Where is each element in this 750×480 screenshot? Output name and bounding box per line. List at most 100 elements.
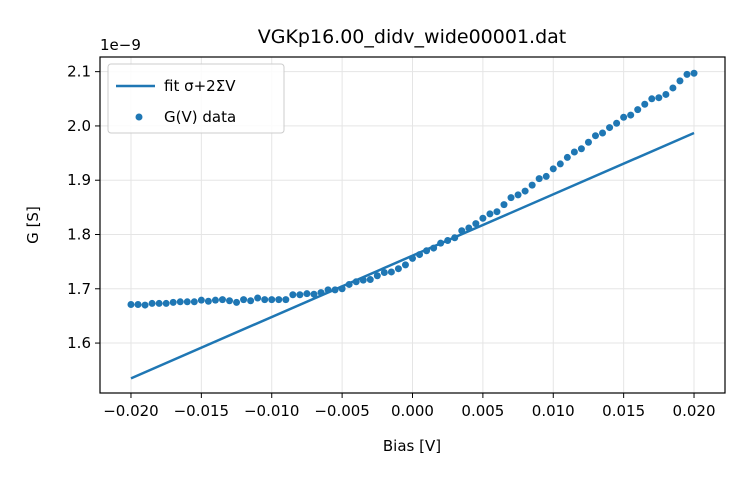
data-point: [662, 90, 670, 98]
y-tick-label: 2.1: [67, 63, 91, 81]
data-point: [465, 224, 473, 232]
data-point: [134, 301, 142, 309]
x-tick-label: 0.000: [391, 402, 434, 420]
data-point: [218, 296, 226, 304]
data-point: [162, 299, 170, 307]
data-point: [331, 286, 339, 294]
data-point: [500, 201, 508, 209]
legend-fit-label: fit σ+2ΣV: [164, 77, 236, 95]
data-point: [317, 289, 325, 297]
x-tick-label: −0.005: [314, 402, 370, 420]
legend-box: [107, 63, 285, 134]
x-tick-label: 0.020: [673, 402, 716, 420]
data-point: [190, 298, 198, 306]
y-tick-label: 1.8: [67, 225, 91, 243]
y-axis-ticks: 1.6 1.7 1.8 1.9 2.0 2.1: [67, 63, 100, 352]
data-point: [599, 129, 607, 137]
data-point: [338, 285, 346, 293]
data-point: [627, 111, 635, 119]
data-point: [345, 280, 353, 288]
data-point: [613, 119, 621, 127]
data-point: [570, 148, 578, 156]
data-point: [507, 194, 515, 202]
data-point: [669, 84, 677, 92]
data-point: [268, 296, 276, 304]
data-point: [683, 70, 691, 78]
data-point: [556, 160, 564, 168]
data-point: [176, 298, 184, 306]
data-point: [169, 298, 177, 306]
data-point: [254, 294, 262, 302]
data-point: [366, 276, 374, 284]
x-tick-label: 0.015: [602, 402, 645, 420]
x-tick-label: −0.015: [174, 402, 230, 420]
data-point: [183, 298, 191, 306]
data-point: [655, 94, 663, 102]
data-point: [676, 77, 684, 85]
data-point: [289, 291, 297, 299]
x-tick-label: 0.005: [461, 402, 504, 420]
data-point: [451, 234, 459, 242]
data-point: [416, 251, 424, 259]
data-point: [352, 278, 360, 286]
data-point: [261, 296, 269, 304]
data-point: [641, 100, 649, 108]
data-point: [444, 236, 452, 244]
data-point: [563, 153, 571, 161]
x-axis-ticks: −0.020 −0.015 −0.010 −0.005 0.000 0.005 0.010 0…: [103, 393, 716, 420]
data-point: [409, 254, 416, 262]
data-point: [211, 296, 219, 304]
data-point: [486, 210, 494, 218]
data-point: [493, 208, 501, 216]
data-point: [387, 268, 395, 276]
x-tick-label: −0.010: [244, 402, 300, 420]
data-point: [514, 191, 522, 199]
data-point: [606, 124, 614, 132]
data-point: [634, 106, 642, 114]
y-offset-label: 1e−9: [100, 36, 141, 54]
data-point: [620, 113, 628, 121]
data-point: [310, 290, 318, 298]
data-point: [648, 95, 656, 103]
data-point: [591, 132, 599, 140]
data-point: [148, 299, 156, 307]
y-tick-label: 1.6: [67, 334, 91, 352]
data-points-layer: [127, 69, 698, 309]
data-point: [584, 138, 592, 146]
data-point: [127, 301, 135, 309]
data-point: [549, 165, 557, 173]
chart-title: VGKp16.00_didv_wide00001.dat: [258, 26, 566, 48]
data-point: [542, 172, 550, 180]
data-point: [303, 290, 311, 298]
data-point: [577, 145, 585, 153]
y-tick-label: 1.9: [67, 171, 91, 189]
legend: fit σ+2ΣV G(V) data: [107, 63, 285, 134]
y-axis-label: G [S]: [24, 206, 42, 244]
data-point: [521, 187, 529, 195]
data-point: [380, 268, 388, 276]
data-point: [394, 265, 402, 273]
data-point: [197, 296, 205, 304]
data-point: [690, 69, 698, 77]
data-point: [296, 291, 304, 299]
data-point: [528, 181, 536, 189]
x-tick-label: 0.010: [532, 402, 575, 420]
data-point: [401, 261, 409, 269]
y-tick-label: 1.7: [67, 280, 91, 298]
legend-data-swatch: [135, 113, 143, 121]
data-point: [324, 286, 332, 294]
data-point: [233, 298, 241, 306]
data-point: [275, 296, 283, 304]
data-point: [430, 244, 438, 252]
data-point: [373, 272, 381, 280]
x-tick-label: −0.020: [103, 402, 159, 420]
data-point: [479, 214, 487, 222]
data-point: [458, 227, 466, 235]
legend-data-label: G(V) data: [164, 108, 236, 126]
data-point: [359, 276, 367, 284]
data-point: [240, 296, 248, 304]
x-axis-label: Bias [V]: [383, 437, 441, 455]
data-point: [423, 247, 431, 255]
data-point: [472, 220, 480, 228]
